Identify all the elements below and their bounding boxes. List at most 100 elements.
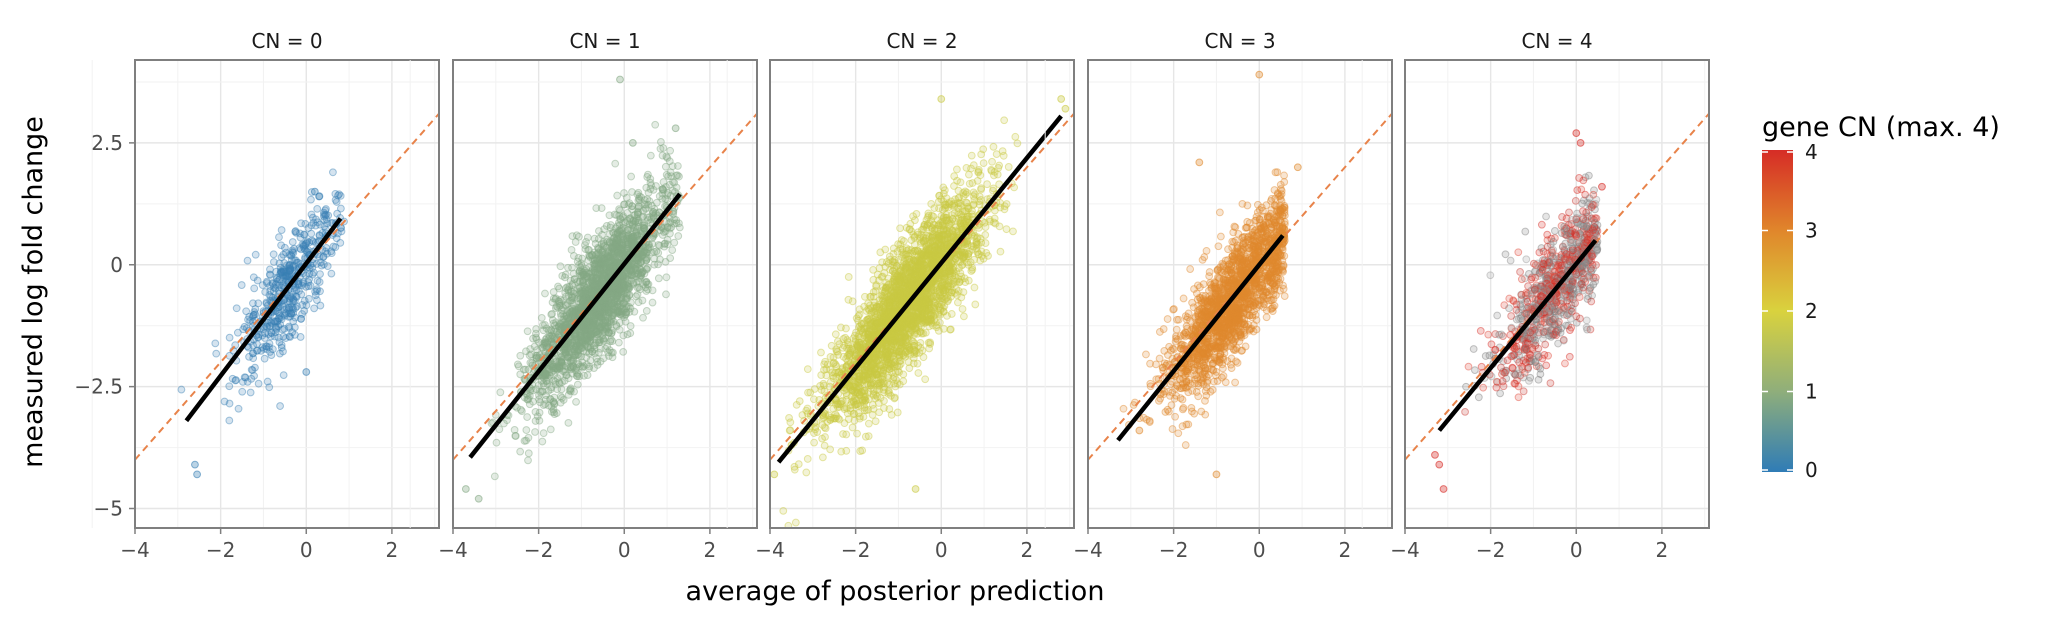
scatter-point [631,223,640,232]
scatter-point [601,241,609,250]
scatter-point [595,256,603,265]
scatter-point [334,191,342,200]
scatter-point [555,299,564,308]
scatter-point [280,243,289,252]
scatter-point [612,242,621,251]
scatter-point [566,387,575,396]
facet-panel-cn-1: CN = 1−4 −2 0 2 [409,29,758,562]
scatter-point [570,293,578,302]
scatter-point [292,292,300,301]
scatter-point [575,261,583,269]
scatter-point [864,419,873,428]
panel-border [134,59,440,529]
scatter-point [268,345,277,354]
scatter-point [277,341,286,349]
scatter-point [260,334,269,342]
scatter-point [280,267,288,276]
scatter-point [559,296,568,305]
scatter-point [282,272,291,281]
scatter-point [659,178,668,186]
scatter-point [547,310,556,319]
scatter-point [981,231,990,239]
scatter-point [532,333,540,342]
scatter-point [562,312,571,321]
scatter-point [578,320,587,329]
scatter-point [607,328,616,337]
scatter-point [597,279,606,288]
scatter-point [675,219,683,228]
scatter-point [251,305,260,313]
scatter-point [297,314,305,323]
scatter-point [294,258,303,267]
scatter-point [619,298,628,307]
scatter-point [541,289,549,298]
scatter-point [582,280,591,289]
scatter-point [634,270,642,279]
scatter-point [562,350,570,359]
scatter-point [652,182,660,190]
scatter-point [596,308,605,317]
scatter-point [532,325,541,333]
scatter-point [291,256,300,265]
scatter-point [595,279,604,288]
scatter-point [611,159,620,168]
scatter-point [954,298,962,307]
scatter-point [247,365,256,374]
scatter-point [273,317,282,326]
scatter-point [644,245,652,254]
scatter-point [322,205,330,213]
scatter-point [647,215,656,224]
facet-panel-cn-0: CN = 0−4 −2 0 2−5−2.502.5 [74,29,440,562]
scatter-point [547,385,555,394]
scatter-point [594,245,603,253]
scatter-point [291,283,300,292]
scatter-point [577,262,586,270]
scatter-point [590,259,599,268]
scatter-point [556,301,565,310]
scatter-point [253,346,261,355]
scatter-point [979,159,988,168]
scatter-point [258,331,267,340]
scatter-point [600,294,609,303]
scatter-point [311,291,320,300]
scatter-point [598,271,606,280]
scatter-point [586,331,595,339]
scatter-point [564,286,573,295]
scatter-point [538,371,546,380]
scatter-point [672,183,681,192]
scatter-point [568,293,576,302]
scatter-point [510,425,519,434]
scatter-point [253,340,261,348]
scatter-point [617,287,626,296]
scatter-point [601,294,610,303]
scatter-point [285,272,294,281]
outlier-point [671,124,680,133]
scatter-point [543,379,552,388]
scatter-point [614,282,623,291]
scatter-point [296,245,305,254]
scatter-point [279,268,288,276]
scatter-point [571,350,580,358]
x-tick-label: −4 [438,538,467,562]
scatter-point [595,306,603,315]
scatter-point [275,275,284,283]
scatter-point [627,241,636,250]
scatter-point [895,380,904,389]
scatter-point [573,380,582,389]
scatter-point [598,316,607,325]
scatter-point [536,388,545,396]
scatter-point [569,353,578,362]
scatter-point [578,297,587,306]
scatter-point [566,305,574,314]
scatter-point [556,262,565,271]
scatter-point [578,296,587,305]
scatter-point [280,274,288,282]
scatter-point [608,228,617,237]
scatter-point [590,286,599,294]
scatter-point [634,256,642,265]
scatter-point [628,202,637,211]
scatter-point [614,282,623,290]
scatter-point [668,186,677,195]
scatter-point [281,311,289,320]
scatter-point [587,267,596,276]
